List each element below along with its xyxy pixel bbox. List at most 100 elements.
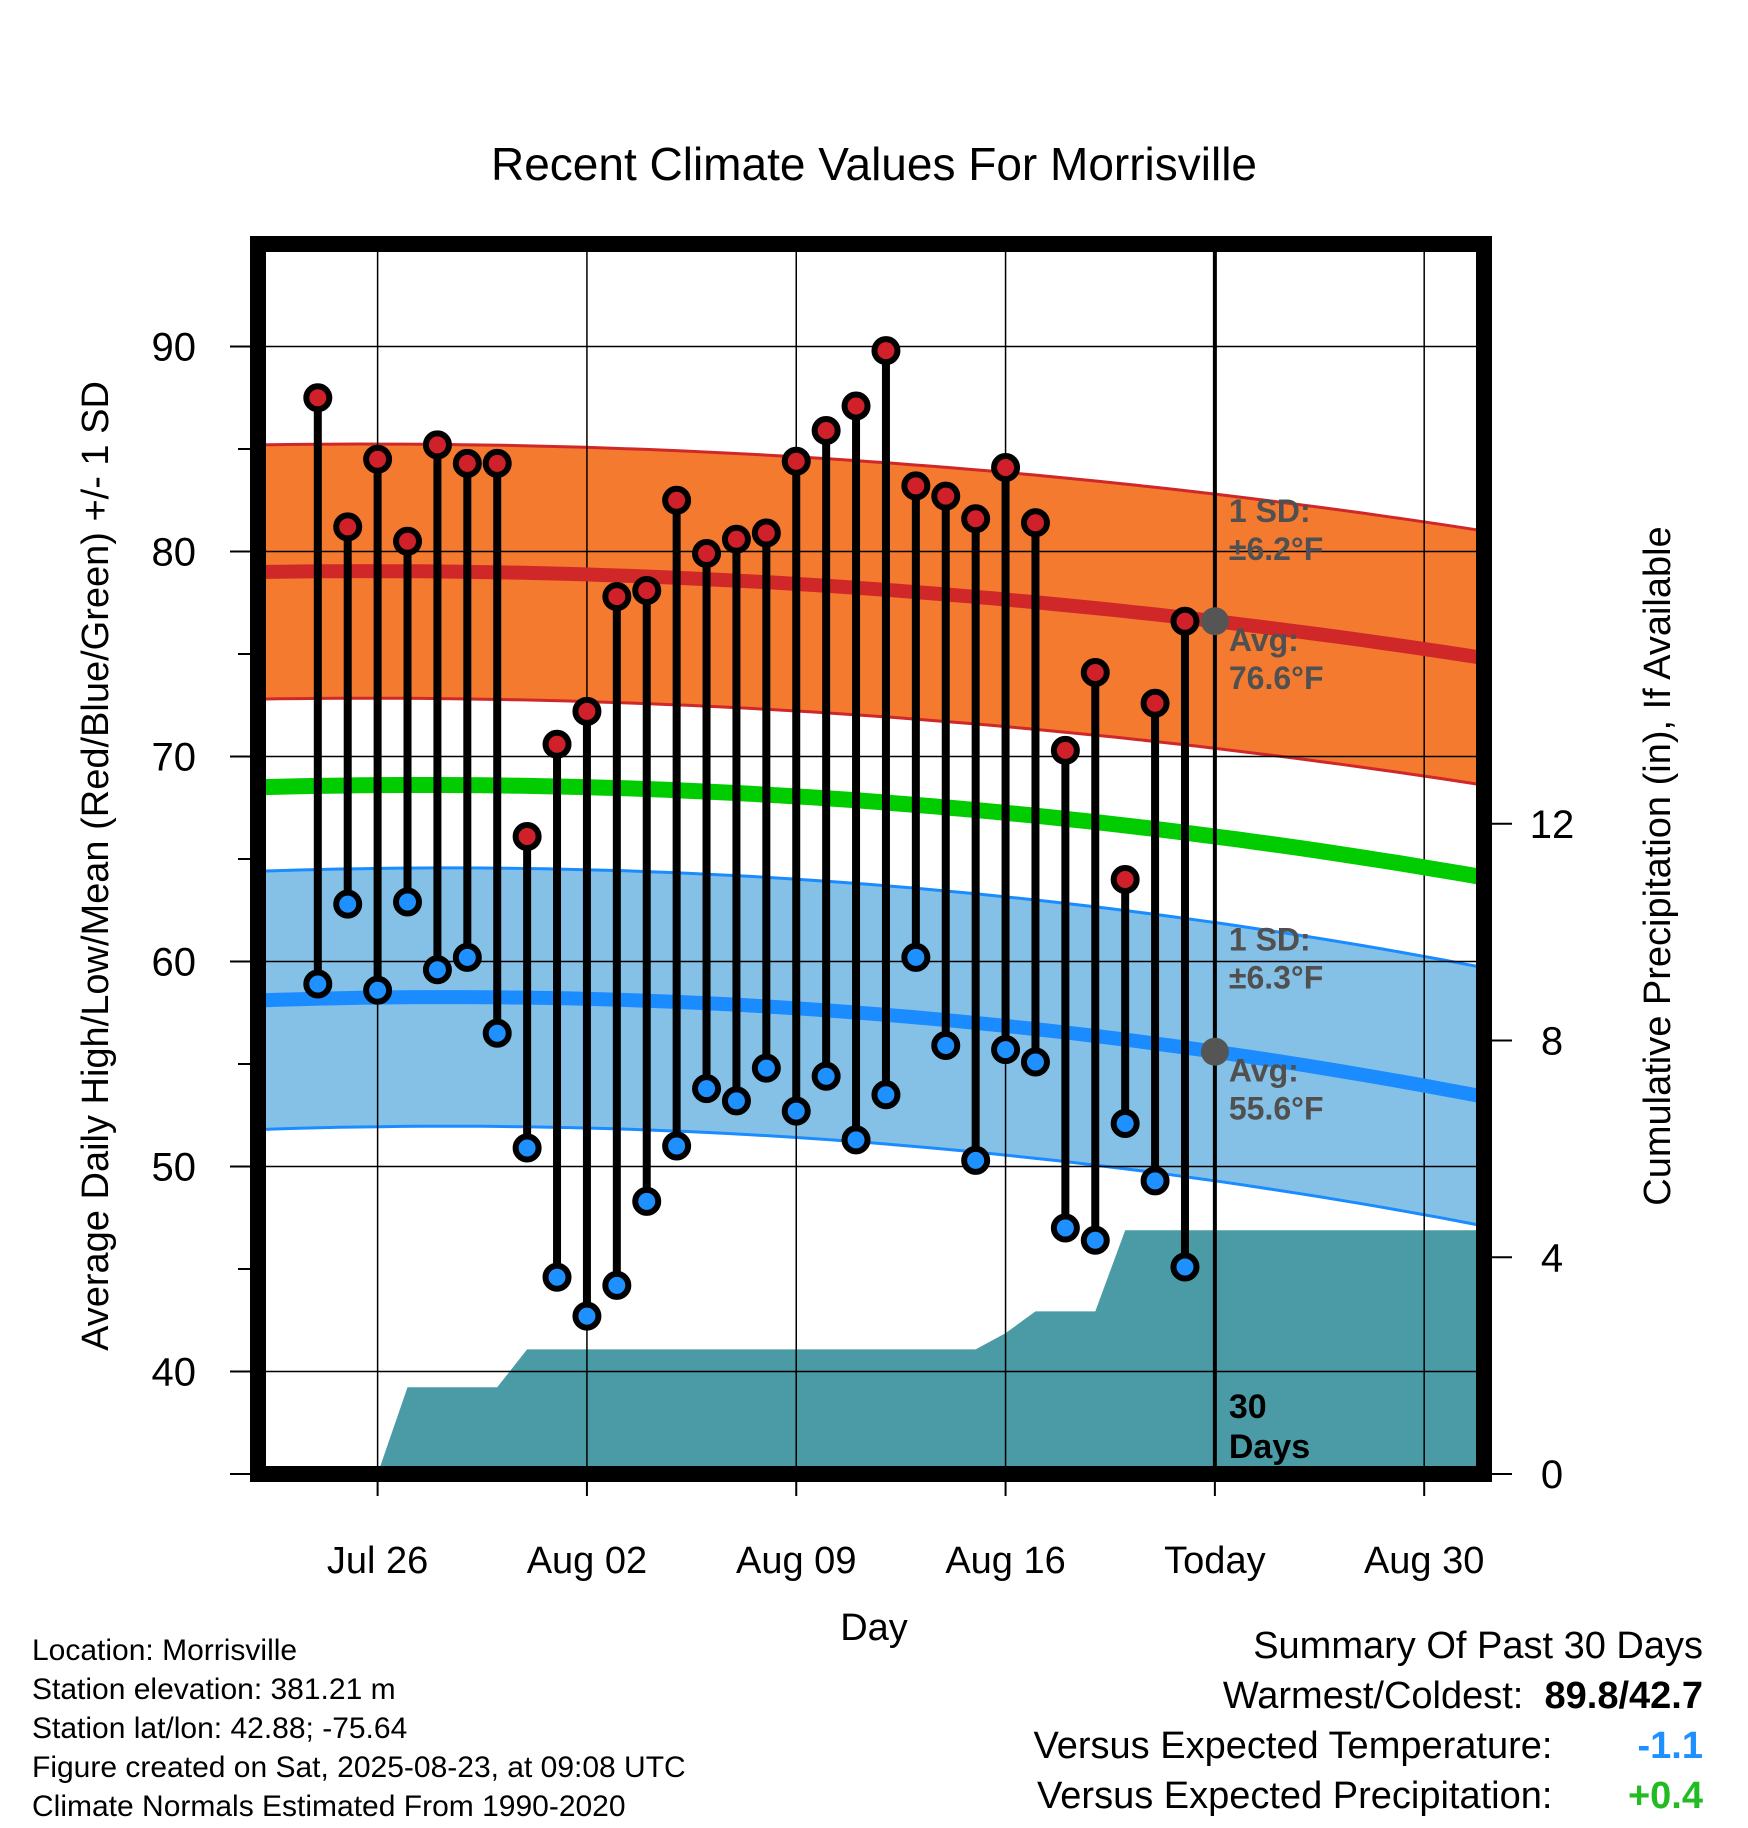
y-tick-label: 90 xyxy=(152,326,197,370)
daily-high-marker xyxy=(482,448,512,478)
warmest-value: 89.8 xyxy=(1544,1675,1619,1717)
daily-low-marker xyxy=(1170,1252,1200,1282)
daily-high-marker xyxy=(662,485,692,515)
meta-latlon: Station lat/lon: 42.88; -75.64 xyxy=(32,1712,408,1745)
y-axis-label: Average Daily High/Low/Mean (Red/Blue/Gr… xyxy=(75,381,117,1351)
daily-high-marker xyxy=(452,448,482,478)
y2-tick-label: 12 xyxy=(1530,803,1575,847)
summary-temp: Versus Expected Temperature: -1.1 xyxy=(1034,1726,1703,1766)
x-tick-label: Today xyxy=(1164,1540,1265,1582)
daily-low-marker xyxy=(632,1186,662,1216)
today-low-normal-dot xyxy=(1200,1037,1229,1066)
daily-low-marker xyxy=(1050,1213,1080,1243)
daily-low-marker xyxy=(602,1270,632,1300)
daily-low-marker xyxy=(393,887,423,917)
daily-high-marker xyxy=(512,821,542,851)
daily-low-marker xyxy=(871,1080,901,1110)
precip-area xyxy=(347,1230,1484,1474)
daily-low-marker xyxy=(961,1145,991,1175)
daily-low-marker xyxy=(482,1018,512,1048)
y2-axis-label: Cumulative Precipitation (in), If Availa… xyxy=(1637,526,1679,1205)
daily-high-marker xyxy=(303,383,333,413)
daily-low-marker xyxy=(542,1262,572,1292)
plot-frame xyxy=(250,236,1492,1482)
low-sd-annotation-line-1: 1 SD: xyxy=(1229,922,1311,958)
low-sd-annotation-line-2: ±6.3°F xyxy=(1229,960,1323,996)
daily-low-marker xyxy=(422,955,452,985)
y2-tick-label: 4 xyxy=(1541,1236,1563,1280)
precip-label: Versus Expected Precipitation: xyxy=(1037,1775,1553,1817)
daily-high-marker xyxy=(363,444,393,474)
daily-low-marker xyxy=(333,889,363,919)
daily-high-marker xyxy=(1170,606,1200,636)
daily-high-marker xyxy=(871,336,901,366)
x-tick-label: Jul 26 xyxy=(327,1540,428,1582)
y-tick-label: 80 xyxy=(152,531,197,575)
daily-low-marker xyxy=(751,1053,781,1083)
plot-content xyxy=(258,244,1484,1474)
daily-high-marker xyxy=(1050,735,1080,765)
precip-departure-value: +0.4 xyxy=(1627,1775,1703,1817)
meta-elevation: Station elevation: 381.21 m xyxy=(32,1673,396,1706)
today-days-label-2: Days xyxy=(1229,1428,1310,1466)
daily-low-marker xyxy=(572,1301,602,1331)
high-sd-annotation-line-2: ±6.2°F xyxy=(1229,531,1323,567)
summary-title: Summary Of Past 30 Days xyxy=(1253,1625,1703,1667)
daily-high-marker xyxy=(811,416,841,446)
daily-high-marker xyxy=(1140,688,1170,718)
today-high-normal-dot xyxy=(1200,607,1229,636)
x-tick-label: Aug 09 xyxy=(736,1540,856,1582)
high-sd-annotation-line-1: 1 SD: xyxy=(1229,493,1311,529)
daily-high-marker xyxy=(991,452,1021,482)
chart-title: Recent Climate Values For Morrisville xyxy=(491,138,1257,190)
daily-high-marker xyxy=(572,696,602,726)
daily-low-marker xyxy=(692,1074,722,1104)
daily-high-marker xyxy=(1080,657,1110,687)
daily-low-marker xyxy=(841,1125,871,1155)
daily-low-marker xyxy=(811,1061,841,1091)
high-avg-annotation-line-2: 76.6°F xyxy=(1229,660,1324,696)
daily-high-marker xyxy=(602,582,632,612)
y2-tick-label: 0 xyxy=(1541,1453,1563,1497)
daily-high-marker xyxy=(692,539,722,569)
daily-high-marker xyxy=(632,575,662,605)
daily-low-marker xyxy=(901,942,931,972)
daily-low-marker xyxy=(512,1133,542,1163)
daily-high-marker xyxy=(781,446,811,476)
daily-low-marker xyxy=(721,1086,751,1116)
x-axis-label: Day xyxy=(840,1607,908,1649)
x-tick-label: Aug 30 xyxy=(1364,1540,1484,1582)
daily-low-marker xyxy=(1110,1108,1140,1138)
daily-low-marker xyxy=(1020,1047,1050,1077)
daily-high-marker xyxy=(1020,508,1050,538)
low-avg-annotation-line-2: 55.6°F xyxy=(1229,1091,1324,1127)
summary-precip: Versus Expected Precipitation: +0.4 xyxy=(1037,1776,1703,1816)
daily-high-marker xyxy=(393,526,423,556)
daily-high-marker xyxy=(901,471,931,501)
coldest-value: 42.7 xyxy=(1629,1675,1703,1717)
meta-normals: Climate Normals Estimated From 1990-2020 xyxy=(32,1790,626,1823)
meta-location: Location: Morrisville xyxy=(32,1634,298,1667)
daily-high-marker xyxy=(1110,865,1140,894)
daily-high-marker xyxy=(333,512,363,542)
summary-warm-cold: Warmest/Coldest: 89.8/42.7 xyxy=(1223,1676,1703,1716)
temp-label: Versus Expected Temperature: xyxy=(1033,1725,1553,1767)
daily-high-marker xyxy=(422,430,452,460)
daily-low-marker xyxy=(662,1131,692,1161)
daily-low-marker xyxy=(991,1035,1021,1065)
daily-low-marker xyxy=(303,969,333,999)
daily-high-marker xyxy=(931,481,961,511)
high-normal-line xyxy=(258,564,1484,666)
high-sd-band-upper-edge xyxy=(258,442,1484,533)
y-tick-label: 50 xyxy=(152,1146,197,1190)
daily-high-marker xyxy=(961,504,991,534)
daily-low-marker xyxy=(781,1096,811,1126)
temp-departure-value: -1.1 xyxy=(1637,1725,1703,1767)
daily-low-marker xyxy=(363,975,393,1005)
daily-low-marker xyxy=(452,942,482,972)
daily-high-marker xyxy=(751,518,781,548)
mean-normal-line xyxy=(258,777,1484,886)
y2-tick-label: 8 xyxy=(1541,1020,1563,1064)
